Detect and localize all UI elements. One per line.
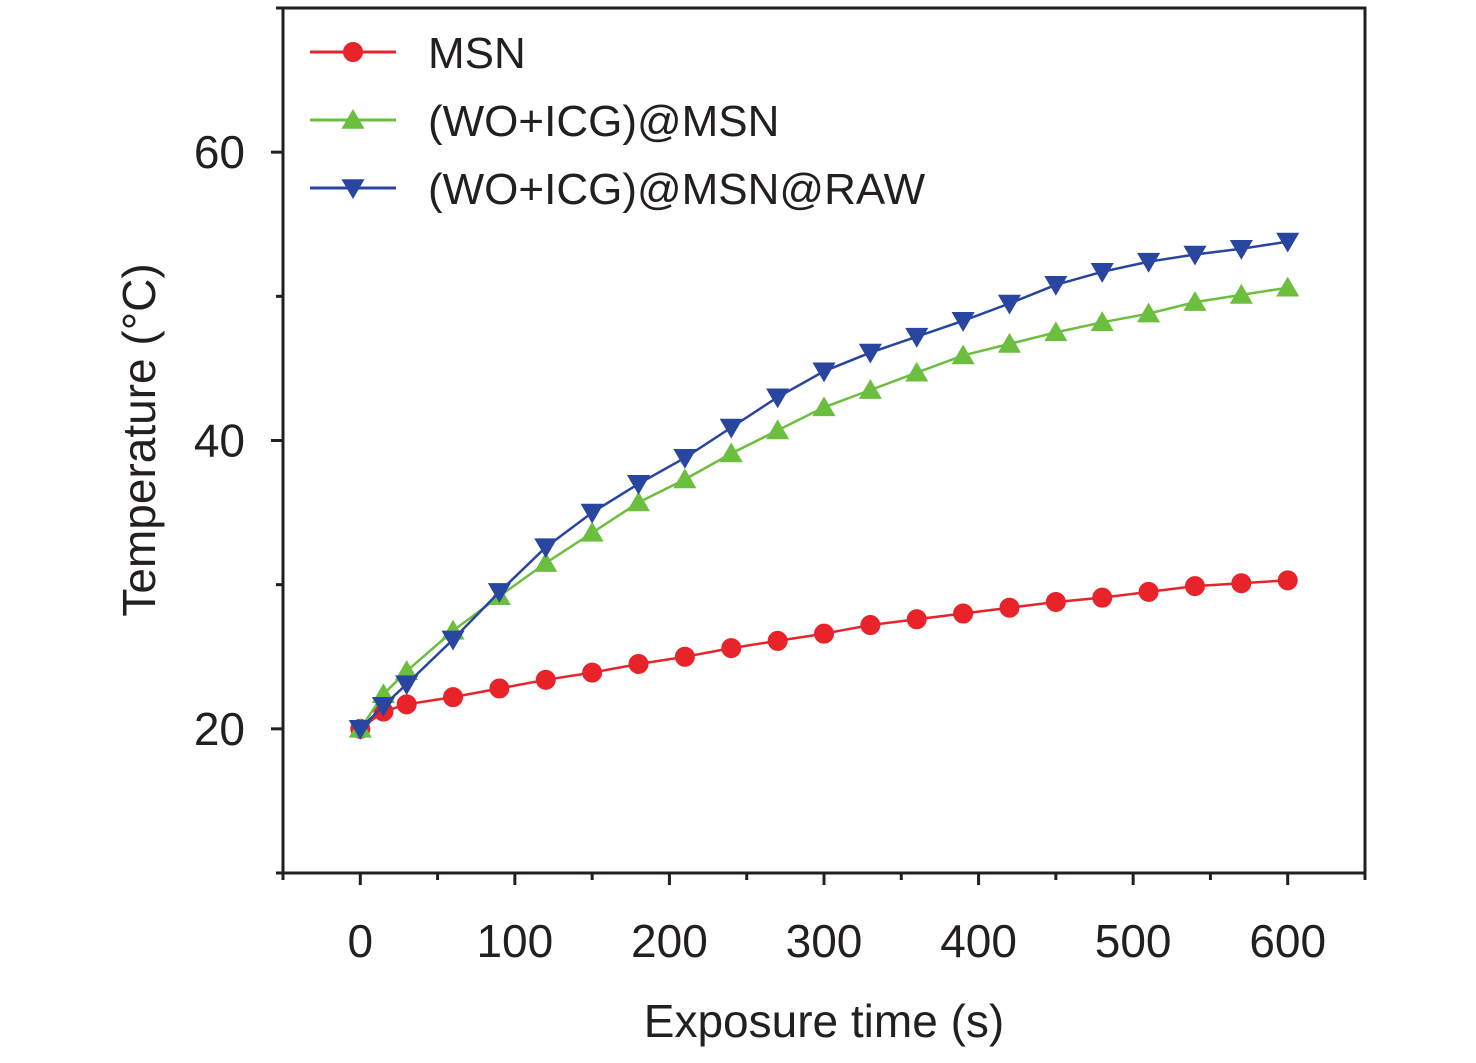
data-point xyxy=(858,379,882,399)
data-point xyxy=(951,312,975,332)
series-line xyxy=(359,240,1288,730)
series-2 xyxy=(348,276,1300,738)
legend: MSN (WO+ICG)@MSN (WO+ICG)@MSN@RAW xyxy=(310,29,926,214)
data-point xyxy=(395,675,419,696)
data-point xyxy=(348,720,372,740)
data-point xyxy=(1090,263,1114,283)
data-point xyxy=(1045,591,1066,612)
data-point xyxy=(1276,232,1300,253)
legend-item: (WO+ICG)@MSN@RAW xyxy=(310,165,926,214)
legend-item: MSN xyxy=(310,29,526,78)
legend-label: (WO+ICG)@MSN@RAW xyxy=(428,165,926,214)
data-point xyxy=(1137,302,1161,323)
data-point xyxy=(441,630,465,651)
data-point xyxy=(628,653,649,674)
data-point xyxy=(1138,581,1159,602)
data-point xyxy=(580,503,604,524)
data-point xyxy=(767,630,788,651)
data-point xyxy=(812,396,836,417)
data-point xyxy=(812,362,836,383)
data-point xyxy=(999,597,1020,618)
data-point xyxy=(721,638,742,659)
data-point xyxy=(719,418,743,439)
legend-label: MSN xyxy=(428,29,526,78)
data-point xyxy=(534,552,558,572)
y-tick-label: 60 xyxy=(194,126,245,178)
data-point xyxy=(1137,252,1161,273)
legend-label: (WO+ICG)@MSN xyxy=(428,97,779,146)
x-tick-label: 200 xyxy=(631,915,708,967)
data-point xyxy=(1229,239,1253,260)
legend-marker xyxy=(343,42,363,62)
data-point xyxy=(489,678,510,699)
axis-ticks: 0 100 200 300 400 500 600 20 40 60 xyxy=(194,6,1367,967)
legend-marker xyxy=(341,179,365,199)
data-point xyxy=(1183,245,1207,266)
data-point xyxy=(905,327,929,348)
data-point xyxy=(673,468,697,489)
data-point xyxy=(997,294,1022,315)
data-point xyxy=(371,696,396,717)
data-point xyxy=(906,609,927,630)
data-point xyxy=(487,583,511,603)
data-point xyxy=(951,344,975,365)
data-point xyxy=(719,442,743,463)
data-point xyxy=(766,419,790,440)
y-axis-title: Temperature (°C) xyxy=(113,263,165,616)
data-point xyxy=(534,538,558,559)
data-point xyxy=(1277,570,1298,591)
series-line xyxy=(359,579,1288,730)
data-point xyxy=(858,343,882,364)
x-tick-label: 300 xyxy=(786,915,863,967)
data-point xyxy=(673,449,697,469)
data-point xyxy=(814,623,834,644)
x-tick-label: 0 xyxy=(347,915,373,967)
x-axis-title: Exposure time (s) xyxy=(644,995,1004,1047)
data-point xyxy=(395,660,419,680)
legend-marker xyxy=(341,109,365,129)
data-point xyxy=(860,615,881,636)
data-point xyxy=(626,474,651,495)
x-tick-label: 100 xyxy=(476,915,553,967)
data-point xyxy=(582,662,603,683)
x-tick-label: 400 xyxy=(940,915,1017,967)
data-point xyxy=(1231,573,1252,594)
data-point xyxy=(953,603,974,624)
data-point xyxy=(997,332,1022,353)
y-tick-label: 20 xyxy=(194,703,245,755)
y-tick-label: 40 xyxy=(194,415,245,467)
legend-item: (WO+ICG)@MSN xyxy=(310,97,779,146)
series-line xyxy=(359,286,1288,730)
data-point xyxy=(1276,276,1300,297)
data-point xyxy=(1183,291,1207,311)
data-point xyxy=(443,687,464,708)
data-point xyxy=(1229,283,1253,304)
data-point xyxy=(626,491,651,512)
data-point xyxy=(674,646,695,667)
x-tick-label: 500 xyxy=(1095,915,1172,967)
data-point xyxy=(766,388,790,409)
data-point xyxy=(1090,311,1114,332)
data-point xyxy=(535,669,556,690)
series-3 xyxy=(348,232,1300,740)
series-1 xyxy=(350,570,1298,739)
data-point xyxy=(396,694,417,715)
series-layer xyxy=(348,232,1300,740)
data-point xyxy=(905,361,929,382)
data-point xyxy=(1092,587,1113,608)
x-tick-label: 600 xyxy=(1249,915,1326,967)
data-point xyxy=(1044,321,1068,342)
data-point xyxy=(1044,276,1068,296)
data-point xyxy=(1184,576,1205,597)
data-point xyxy=(580,521,604,542)
